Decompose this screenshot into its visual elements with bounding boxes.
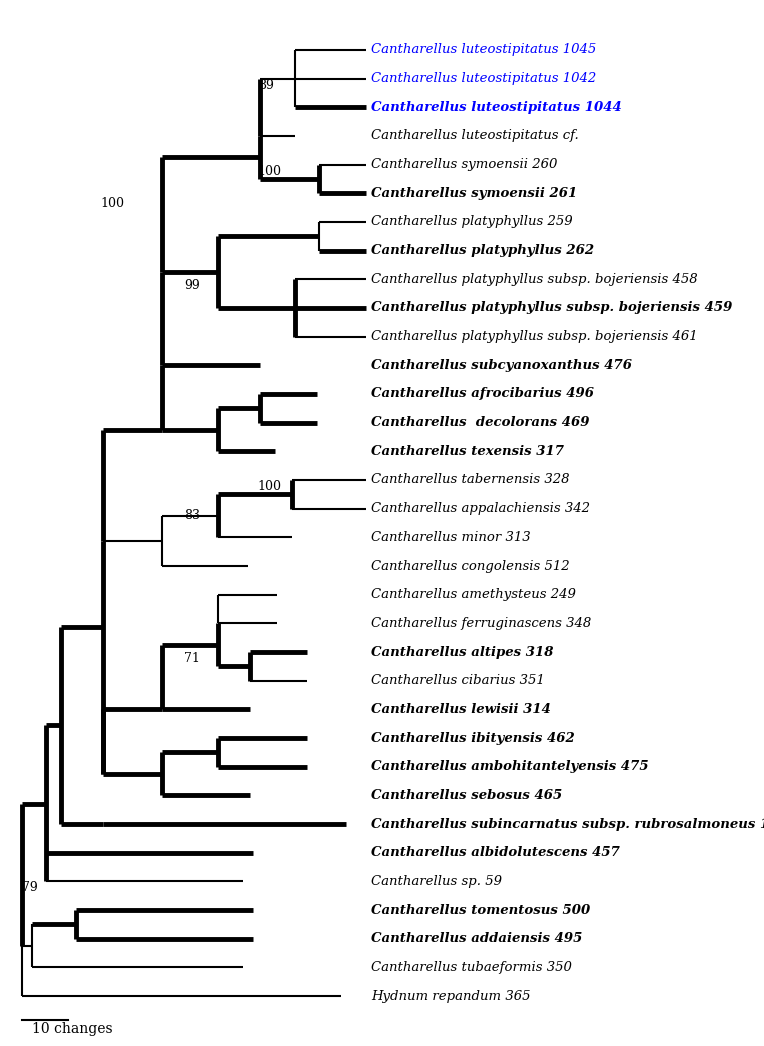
Text: Cantharellus afrocibarius 496: Cantharellus afrocibarius 496 (371, 387, 594, 401)
Text: 89: 89 (257, 78, 274, 91)
Text: Cantharellus luteostipitatus 1044: Cantharellus luteostipitatus 1044 (371, 100, 622, 114)
Text: Cantharellus platyphyllus subsp. bojeriensis 459: Cantharellus platyphyllus subsp. bojerie… (371, 301, 732, 315)
Text: Cantharellus sebosus 465: Cantharellus sebosus 465 (371, 789, 562, 802)
Text: Cantharellus platyphyllus 262: Cantharellus platyphyllus 262 (371, 244, 594, 257)
Text: 100: 100 (257, 164, 282, 178)
Text: Cantharellus cibarius 351: Cantharellus cibarius 351 (371, 675, 545, 687)
Text: Cantharellus appalachiensis 342: Cantharellus appalachiensis 342 (371, 502, 590, 516)
Text: Cantharellus amethysteus 249: Cantharellus amethysteus 249 (371, 588, 576, 601)
Text: Cantharellus minor 313: Cantharellus minor 313 (371, 530, 530, 544)
Text: Cantharellus texensis 317: Cantharellus texensis 317 (371, 445, 564, 458)
Text: Cantharellus subincarnatus subsp. rubrosalmoneus 13: Cantharellus subincarnatus subsp. rubros… (371, 818, 764, 831)
Text: Cantharellus ambohitantelyensis 475: Cantharellus ambohitantelyensis 475 (371, 760, 649, 773)
Text: Cantharellus addaiensis 495: Cantharellus addaiensis 495 (371, 932, 582, 946)
Text: Cantharellus platyphyllus subsp. bojeriensis 461: Cantharellus platyphyllus subsp. bojerie… (371, 331, 698, 343)
Text: Cantharellus tabernensis 328: Cantharellus tabernensis 328 (371, 474, 569, 486)
Text: Cantharellus tomentosus 500: Cantharellus tomentosus 500 (371, 904, 590, 916)
Text: Cantharellus luteostipitatus 1045: Cantharellus luteostipitatus 1045 (371, 44, 596, 56)
Text: Cantharellus albidolutescens 457: Cantharellus albidolutescens 457 (371, 846, 620, 859)
Text: Cantharellus sp. 59: Cantharellus sp. 59 (371, 874, 502, 888)
Text: Cantharellus congolensis 512: Cantharellus congolensis 512 (371, 560, 569, 572)
Text: Cantharellus lewisii 314: Cantharellus lewisii 314 (371, 703, 551, 715)
Text: 100: 100 (257, 480, 282, 493)
Text: 79: 79 (21, 882, 37, 894)
Text: 100: 100 (100, 198, 125, 210)
Text: Cantharellus luteostipitatus cf.: Cantharellus luteostipitatus cf. (371, 130, 578, 142)
Text: Cantharellus symoensii 261: Cantharellus symoensii 261 (371, 187, 577, 200)
Text: Cantharellus ibityensis 462: Cantharellus ibityensis 462 (371, 731, 575, 745)
Text: 71: 71 (184, 652, 200, 665)
Text: 10 changes: 10 changes (31, 1022, 112, 1036)
Text: Cantharellus symoensii 260: Cantharellus symoensii 260 (371, 158, 557, 172)
Text: Cantharellus luteostipitatus 1042: Cantharellus luteostipitatus 1042 (371, 72, 596, 85)
Text: Cantharellus  decolorans 469: Cantharellus decolorans 469 (371, 416, 589, 429)
Text: Cantharellus platyphyllus subsp. bojeriensis 458: Cantharellus platyphyllus subsp. bojerie… (371, 273, 698, 286)
Text: Cantharellus altipes 318: Cantharellus altipes 318 (371, 645, 553, 659)
Text: Cantharellus subcyanoxanthus 476: Cantharellus subcyanoxanthus 476 (371, 359, 632, 371)
Text: Cantharellus platyphyllus 259: Cantharellus platyphyllus 259 (371, 215, 572, 228)
Text: Hydnum repandum 365: Hydnum repandum 365 (371, 990, 530, 1002)
Text: Cantharellus tubaeformis 350: Cantharellus tubaeformis 350 (371, 961, 571, 974)
Text: 99: 99 (184, 279, 199, 292)
Text: 83: 83 (184, 508, 200, 522)
Text: Cantharellus ferruginascens 348: Cantharellus ferruginascens 348 (371, 617, 591, 630)
